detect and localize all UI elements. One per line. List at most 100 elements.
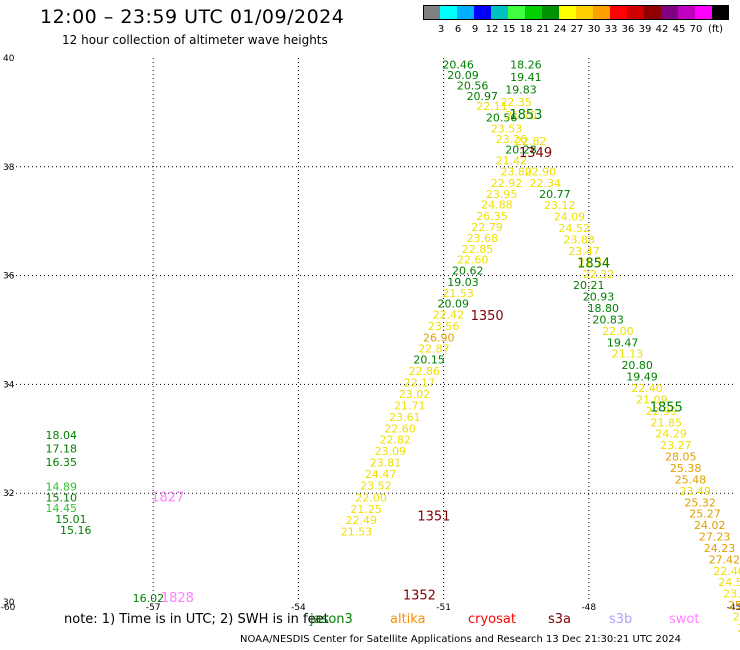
wave-height-label: 28.05	[665, 451, 697, 464]
wave-height-label: 21.53	[442, 287, 474, 300]
legend-border	[423, 5, 729, 20]
wave-height-label: 23.52	[360, 479, 392, 492]
wave-height-label: 24.52	[559, 222, 591, 235]
legend-swatch	[542, 5, 559, 20]
x-tick-label: -60	[1, 603, 16, 613]
wave-height-label: 21.25	[350, 503, 382, 516]
legend-label: 12	[485, 24, 499, 35]
legend-swatch	[491, 5, 508, 20]
wave-height-label: 26.35	[476, 210, 508, 223]
wave-height-label: 22.49	[346, 514, 378, 527]
legend-swatch	[474, 5, 491, 20]
wave-height-label: 22.85	[462, 243, 494, 256]
wave-height-label: 21.70	[505, 109, 537, 122]
wave-height-label: 15.01	[55, 513, 87, 526]
legend-label: 9	[471, 24, 479, 35]
wave-height-label: 23.61	[389, 411, 421, 424]
wave-height-label: 21.42	[496, 155, 528, 168]
wave-height-label: 19.41	[510, 71, 542, 84]
wave-height-label: 23.12	[544, 199, 576, 212]
wave-height-label: 22.90	[525, 166, 557, 179]
wave-height-label: 21.71	[394, 399, 426, 412]
wave-height-label: 15.10	[45, 491, 77, 504]
legend-label: 33	[604, 24, 618, 35]
y-tick-label: 34	[3, 380, 15, 390]
wave-height-label: 23.84	[738, 622, 740, 635]
wave-height-label: 22.79	[471, 221, 503, 234]
wave-height-label: 23.53	[491, 123, 523, 136]
pass-time-label: 1349	[519, 146, 552, 161]
x-tick-label: -54	[291, 603, 306, 613]
wave-height-label: 22.40	[713, 565, 740, 578]
footer-note: note: 1) Time is in UTC; 2) SWH is in fe…	[64, 612, 329, 627]
wave-height-label: 21.74	[578, 256, 610, 269]
y-tick-label: 32	[3, 489, 14, 499]
legend-swatch	[559, 5, 576, 20]
y-tick-label: 38	[3, 163, 15, 173]
wave-height-label: 24.47	[365, 468, 397, 481]
legend-swatch	[712, 5, 729, 20]
legend-swatch	[695, 5, 712, 20]
wave-height-label: 20.56	[486, 112, 518, 125]
wave-height-label: 20.97	[467, 90, 499, 103]
wave-height-label: 22.99	[646, 405, 678, 418]
legend-label: 36	[621, 24, 635, 35]
wave-height-label: 24.02	[694, 519, 726, 532]
wave-height-label: 21.09	[636, 393, 668, 406]
wave-height-label: 22.60	[457, 254, 489, 267]
legend-label: 27	[570, 24, 584, 35]
wave-height-label: 21.13	[612, 348, 644, 361]
legend-label: 18	[519, 24, 533, 35]
legend-swatch	[678, 5, 695, 20]
pass-time-label: 1352	[403, 588, 436, 603]
legend-swatch	[440, 5, 457, 20]
wave-height-label: 23.02	[399, 388, 431, 401]
satellite-label-cryosat: cryosat	[468, 612, 516, 627]
wave-height-label: 22.60	[384, 422, 416, 435]
wave-height-label: 23.46	[723, 588, 740, 601]
wave-height-label: 19.83	[505, 83, 537, 96]
wave-height-label: 16.02	[133, 592, 165, 605]
legend-label: 6	[454, 24, 462, 35]
wave-height-label: 25.49	[728, 599, 740, 612]
wave-height-label: 24.88	[481, 199, 513, 212]
wave-height-label: 14.45	[45, 502, 77, 515]
wave-height-label: 23.27	[660, 439, 692, 452]
wave-height-label: 23.88	[563, 234, 595, 247]
wave-height-label: 22.35	[500, 96, 532, 109]
page-title: 12:00 – 23:59 UTC 01/09/2024	[40, 6, 345, 28]
wave-height-label: 22.00	[355, 491, 387, 504]
wave-height-label: 23.68	[467, 232, 499, 245]
wave-height-label: 24.09	[554, 211, 586, 224]
satellite-label-jason3: jason3	[310, 612, 353, 627]
wave-height-label: 18.80	[588, 302, 620, 315]
legend-label: (ft)	[707, 24, 724, 35]
wave-height-label: 23.95	[486, 188, 518, 201]
wave-height-label: 22.11	[476, 100, 508, 113]
wave-height-label: 22.82	[515, 135, 547, 148]
x-tick-label: -48	[581, 603, 596, 613]
pass-time-label: 1828	[161, 591, 194, 606]
wave-height-label: 27.23	[699, 531, 731, 544]
legend-swatch	[525, 5, 542, 20]
legend-swatch	[610, 5, 627, 20]
wave-height-label: 20.21	[573, 279, 605, 292]
wave-height-label: 14.89	[45, 480, 77, 493]
wave-height-label: 23.26	[496, 133, 528, 146]
wave-height-label: 23.09	[375, 445, 407, 458]
wave-height-label: 23.47	[568, 245, 600, 258]
wave-height-label: 20.93	[583, 291, 615, 304]
wave-height-label: 15.16	[60, 524, 92, 537]
wave-height-label: 22.34	[529, 177, 561, 190]
chart-subtitle: 12 hour collection of altimeter wave hei…	[62, 33, 328, 47]
pass-time-label: 1854	[577, 256, 610, 271]
wave-height-label: 21.85	[650, 416, 682, 429]
wave-height-label: 25.27	[689, 508, 721, 521]
pass-time-label: 1351	[417, 509, 450, 524]
wave-height-label: 22.40	[631, 382, 663, 395]
legend-label: 45	[672, 24, 686, 35]
wave-height-label: 25.48	[675, 473, 707, 486]
legend-label: 70	[689, 24, 703, 35]
legend-label: 24	[553, 24, 567, 35]
